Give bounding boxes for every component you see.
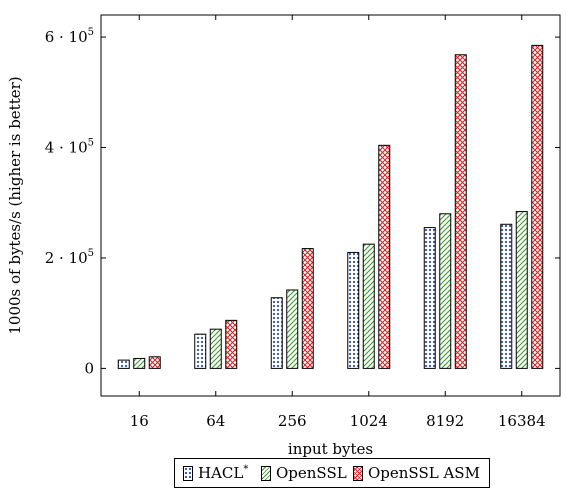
bar-openssl-16384 — [515, 211, 528, 369]
legend: HACL * OpenSSL OpenSSL ASM — [174, 458, 490, 488]
y-tick-label: 4 · 105 — [45, 138, 94, 157]
hacl-swatch-icon — [183, 465, 193, 481]
openssl-asm-swatch-icon — [353, 465, 363, 481]
bar-hacl-1024 — [347, 251, 360, 369]
bar-openssl-asm-8192 — [454, 54, 467, 369]
bar-openssl-asm-1024 — [378, 144, 391, 369]
x-tick-label: 256 — [278, 412, 307, 430]
bar-hacl-256 — [270, 297, 283, 369]
x-tick-label: 8192 — [426, 412, 464, 430]
bar-hacl-16 — [117, 359, 130, 369]
bar-openssl-asm-16 — [148, 356, 161, 369]
x-tick-label: 1024 — [350, 412, 388, 430]
plot-frame — [100, 14, 561, 397]
y-tick-exponent: 5 — [88, 248, 94, 259]
legend-label-hacl: HACL — [198, 464, 244, 482]
legend-hacl-star: * — [243, 463, 249, 475]
bar-openssl-256 — [286, 289, 299, 369]
legend-item-openssl-asm: OpenSSL ASM — [353, 464, 480, 482]
bar-openssl-1024 — [362, 243, 375, 369]
bar-openssl-asm-64 — [225, 319, 238, 369]
x-tick-label: 16 — [130, 412, 149, 430]
y-axis-label: 1000s of bytes/s (higher is better) — [6, 76, 24, 334]
x-tick-label: 64 — [206, 412, 225, 430]
y-tick-label: 0 — [84, 359, 94, 377]
legend-label-openssl: OpenSSL — [276, 464, 347, 482]
legend-item-openssl: OpenSSL — [261, 464, 347, 482]
bar-openssl-asm-256 — [301, 248, 314, 369]
y-tick-label: 2 · 105 — [45, 248, 94, 267]
y-tick-label: 6 · 105 — [45, 27, 94, 46]
bar-openssl-asm-16384 — [531, 44, 544, 369]
bar-openssl-64 — [209, 328, 222, 369]
legend-item-hacl: HACL * — [183, 464, 248, 482]
legend-label-openssl-asm: OpenSSL ASM — [368, 464, 480, 482]
x-axis-label: input bytes — [288, 440, 373, 458]
bar-hacl-8192 — [423, 227, 436, 369]
x-tick-label: 16384 — [498, 412, 546, 430]
openssl-swatch-icon — [261, 465, 271, 481]
bar-hacl-16384 — [500, 223, 513, 369]
y-tick-exponent: 5 — [88, 138, 94, 149]
y-tick-exponent: 5 — [88, 27, 94, 38]
bar-openssl-16 — [133, 357, 146, 369]
bar-openssl-8192 — [439, 213, 452, 369]
bar-hacl-64 — [194, 333, 207, 369]
